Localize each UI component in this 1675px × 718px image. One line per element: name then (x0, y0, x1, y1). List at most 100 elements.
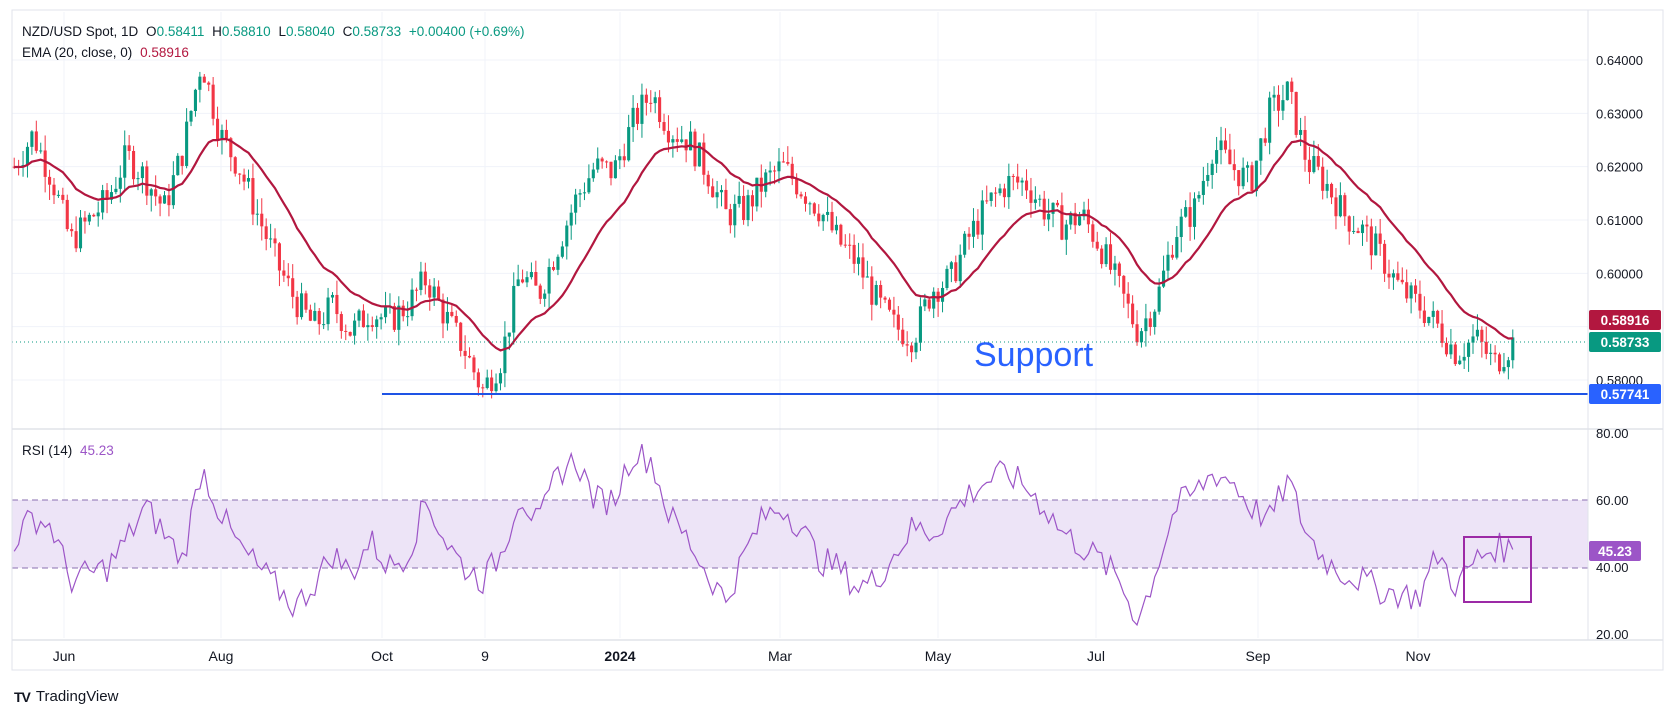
candle-body (693, 131, 697, 167)
chart-frame (11, 9, 1664, 671)
candle-body (1201, 180, 1205, 195)
candle-body (1396, 273, 1400, 280)
candle-body (719, 189, 724, 193)
candle-body (1104, 244, 1108, 265)
candle-body (1329, 183, 1334, 198)
candle-body (923, 299, 927, 307)
candle-body (764, 172, 768, 192)
candle-body (1325, 183, 1329, 191)
candle-body (198, 76, 202, 90)
candle-body (1383, 243, 1387, 274)
candle-body (631, 107, 635, 128)
candle-body (238, 173, 242, 175)
candle-body (887, 299, 892, 310)
candle-body (711, 186, 715, 198)
candle-body (856, 257, 861, 264)
candle-body (1055, 202, 1060, 206)
candle-body (375, 319, 379, 327)
support-price-tag (1589, 384, 1661, 404)
candle-body (1307, 159, 1311, 173)
candle-body (1449, 344, 1453, 355)
candle-body (286, 275, 290, 279)
candle-body (790, 163, 794, 180)
candle-body (918, 306, 922, 343)
candle-body (48, 176, 52, 185)
candle-body (1444, 342, 1449, 355)
candle-body (971, 220, 976, 237)
candle-body (1369, 226, 1373, 256)
grid-lines (12, 12, 1588, 638)
candle-body (308, 309, 312, 321)
candle-body (1139, 331, 1144, 343)
candle-body (786, 162, 790, 164)
candle-body (963, 233, 967, 255)
candle-body (569, 212, 573, 226)
open-label: O (146, 24, 157, 39)
candle-body (105, 190, 109, 200)
candle-body (463, 350, 467, 356)
candle-body (826, 211, 830, 215)
candle-body (65, 199, 69, 230)
candle-body (1091, 224, 1095, 242)
candle-body (781, 161, 785, 163)
candle-body (675, 139, 679, 142)
candle-body (34, 131, 38, 151)
candle-body (1285, 81, 1289, 101)
footer-branding[interactable]: TV TradingView (14, 688, 118, 705)
candle-body (666, 130, 671, 143)
candle-body (1409, 285, 1413, 299)
candle-body (905, 344, 909, 346)
candle-body (176, 155, 180, 176)
candle-body (706, 174, 710, 187)
candle-body (742, 195, 746, 221)
candle-body (233, 157, 237, 174)
candle-body (1064, 224, 1068, 240)
candle-body (1016, 176, 1020, 183)
rsi-band (12, 500, 1588, 568)
candle-body (803, 196, 808, 204)
candle-body (529, 271, 533, 278)
candle-body (914, 342, 918, 353)
candle-body (746, 195, 750, 221)
candle-body (839, 224, 843, 245)
candle-body (132, 150, 136, 180)
candle-body (640, 94, 644, 124)
candle-body (945, 268, 949, 288)
candle-body (1108, 244, 1113, 270)
candle-body (1356, 230, 1360, 234)
candle-body (516, 279, 520, 286)
candle-body (1082, 209, 1086, 217)
candle-body (251, 178, 255, 215)
candle-body (613, 160, 617, 179)
candle-body (224, 129, 228, 139)
candle-body (92, 214, 96, 217)
candle-body (1020, 180, 1024, 183)
candle-body (1263, 138, 1267, 143)
candle-body (1073, 212, 1077, 226)
candle-body (812, 203, 816, 214)
price-tick-label: 0.61000 (1596, 213, 1643, 228)
candle-body (260, 213, 264, 227)
candle-body (401, 305, 405, 317)
candle-body (808, 203, 812, 205)
candle-body (861, 257, 865, 278)
candle-body (1294, 91, 1298, 135)
candle-body (817, 213, 821, 222)
candle-body (1117, 263, 1121, 276)
candle-body (74, 231, 78, 249)
time-tick-label: Mar (768, 648, 792, 664)
candle-body (1241, 167, 1245, 187)
candle-body (1458, 360, 1462, 365)
candle-body (1135, 324, 1139, 343)
candle-body (1237, 170, 1241, 187)
candle-body (1215, 150, 1219, 164)
time-tick-label: Jun (53, 648, 76, 664)
candle-body (521, 279, 525, 283)
candle-body (167, 195, 171, 206)
candle-body (437, 286, 441, 300)
candle-body (1453, 344, 1457, 365)
candle-body (353, 320, 357, 336)
candle-body (901, 329, 905, 345)
candlestick-series (12, 71, 1515, 399)
